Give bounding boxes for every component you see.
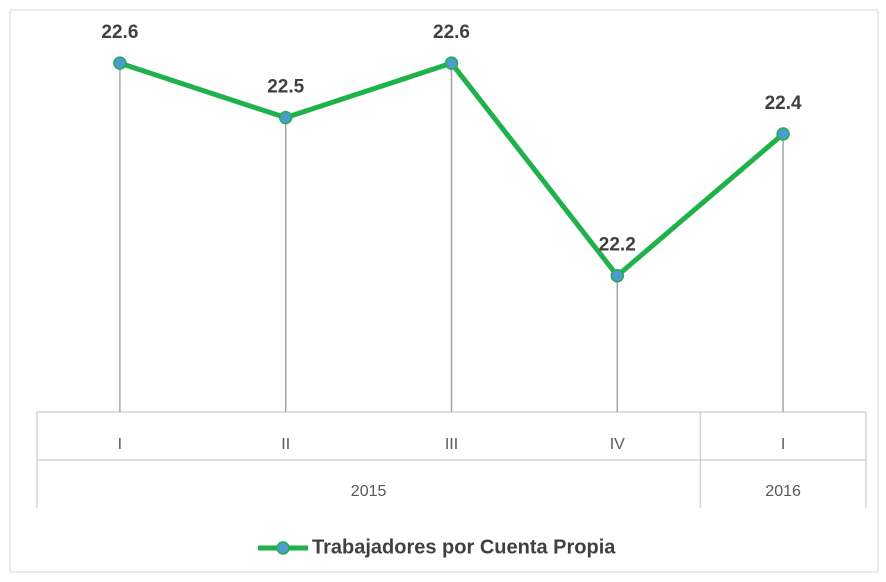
data-label: 22.2 [599, 235, 636, 256]
chart-border [9, 9, 879, 573]
x-tick-label: I [118, 436, 122, 453]
marker [444, 56, 459, 70]
x-group-label: 2015 [351, 483, 387, 500]
x-tick-label: III [445, 436, 458, 453]
x-tick-label: I [781, 436, 785, 453]
data-label: 22.6 [101, 22, 138, 43]
marker [776, 127, 790, 141]
legend-marker [276, 541, 290, 555]
x-tick-label: II [281, 436, 290, 453]
x-group-label: 2016 [765, 483, 801, 500]
legend-label: Trabajadores por Cuenta Propia [312, 536, 616, 558]
marker [278, 110, 293, 125]
data-label: 22.4 [765, 93, 802, 114]
marker [610, 268, 625, 283]
marker [113, 56, 127, 70]
x-tick-label: IV [610, 436, 625, 453]
data-label: 22.6 [433, 22, 470, 43]
data-label: 22.5 [267, 77, 304, 98]
